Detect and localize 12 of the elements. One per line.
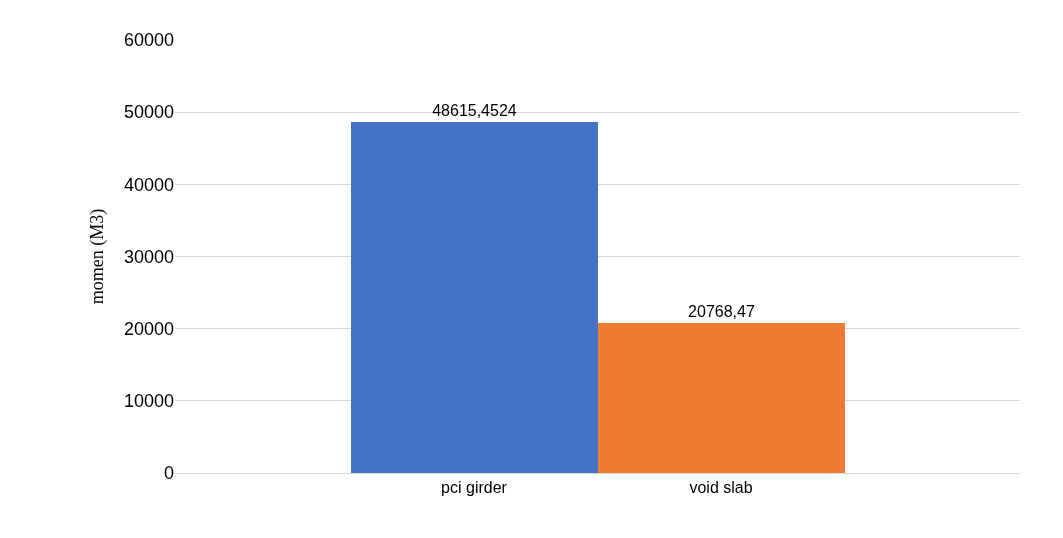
y-tick-label: 10000 — [123, 391, 174, 412]
y-tick-label: 0 — [163, 463, 174, 484]
y-tick-label: 60000 — [123, 30, 174, 51]
x-tick-label: void slab — [689, 479, 753, 497]
y-tick-label: 20000 — [123, 318, 174, 339]
data-label: 20768,47 — [688, 303, 755, 320]
y-axis-title: momen (M3) — [87, 208, 109, 305]
y-tick-label: 30000 — [123, 246, 174, 267]
y-tick-label: 50000 — [123, 102, 174, 123]
x-tick-label: pci girder — [441, 479, 508, 497]
y-tick-label: 40000 — [123, 174, 174, 195]
data-label: 48615,4524 — [432, 102, 517, 119]
